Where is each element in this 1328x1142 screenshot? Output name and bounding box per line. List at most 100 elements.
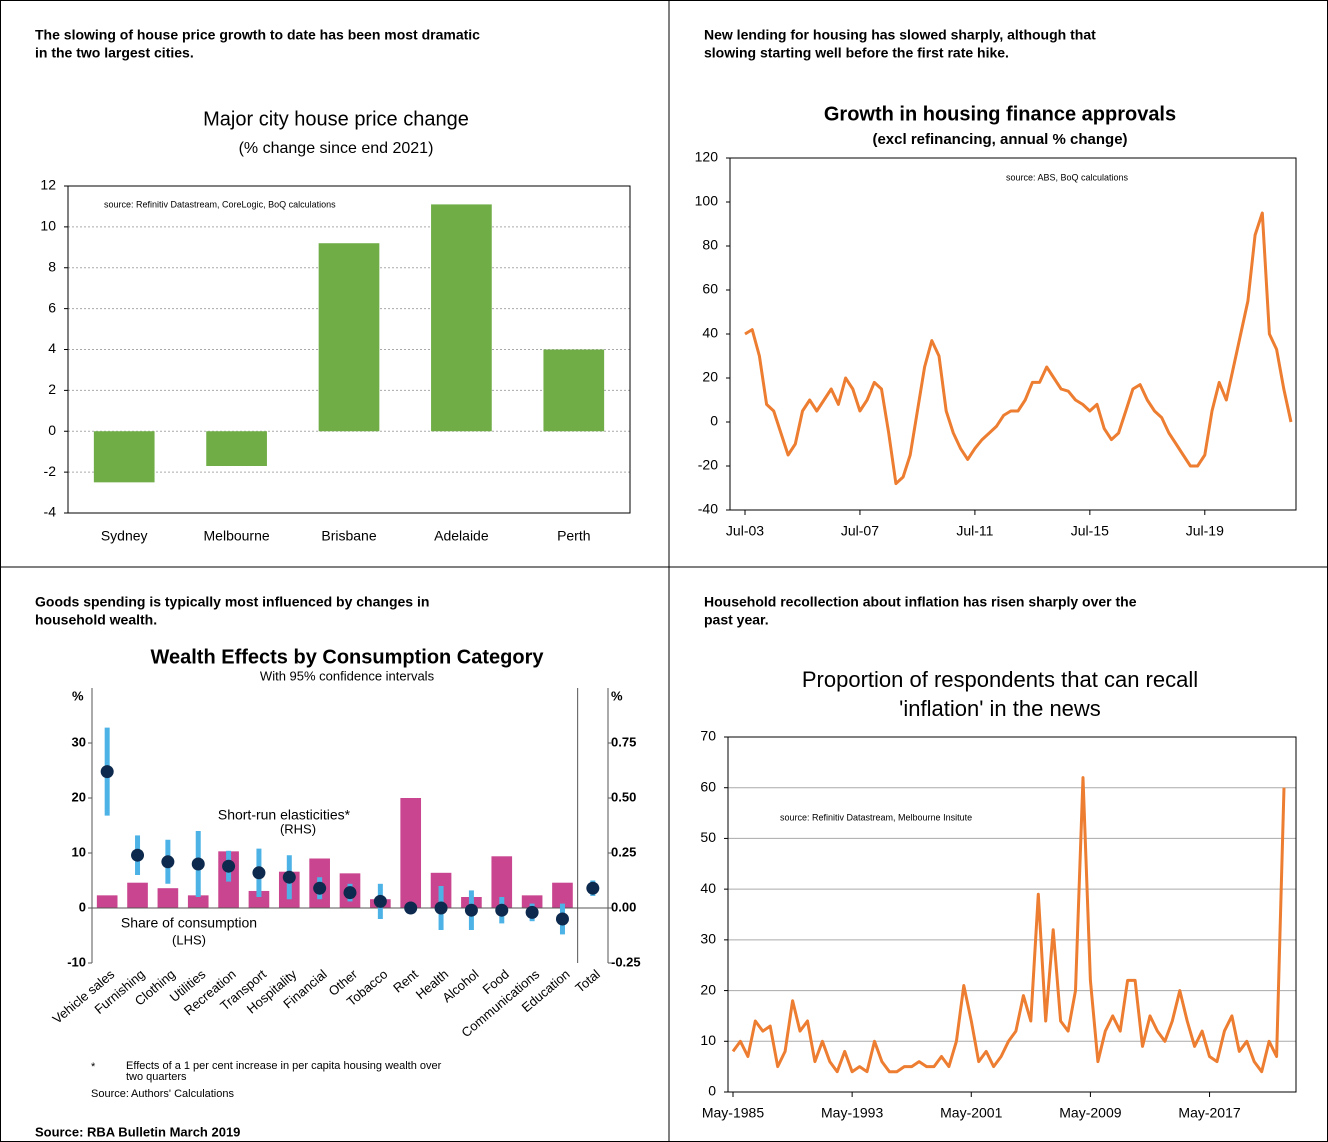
elasticity-dot [434, 901, 448, 915]
source-note: source: ABS, BoQ calculations [1006, 172, 1129, 182]
x-tick-label: Sydney [101, 528, 148, 544]
y-tick-label: 60 [702, 281, 718, 297]
elasticity-dot [343, 886, 357, 900]
y-tick-label: 4 [48, 340, 56, 356]
source-note: source: Refinitiv Datastream, Melbourne … [780, 812, 972, 822]
y-tick-label: 2 [48, 381, 56, 397]
x-tick-label: Perth [557, 528, 590, 544]
elasticity-dot [161, 855, 175, 869]
footnote-source: Authors' Calculations [131, 1088, 234, 1100]
series-axis-note: (LHS) [172, 932, 206, 947]
y-tick-label: 6 [48, 299, 56, 315]
y-tick-label: 10 [72, 844, 86, 859]
elasticity-dot [100, 765, 114, 779]
x-tick-label: May-1985 [702, 1105, 764, 1121]
y-tick-label: 120 [695, 149, 719, 165]
x-tick-label: May-2001 [940, 1105, 1002, 1121]
chart-subtitle: (excl refinancing, annual % change) [872, 131, 1127, 148]
chart-title: Wealth Effects by Consumption Category [150, 646, 544, 668]
x-tick-label: Melbourne [204, 528, 270, 544]
data-line [744, 211, 1293, 486]
y-tick-label: 30 [72, 734, 86, 749]
y-tick-label: 60 [700, 778, 716, 794]
bar [157, 888, 179, 908]
y-tick-label: 40 [700, 880, 716, 896]
elasticity-dot [525, 905, 539, 919]
y-tick-label: -10 [67, 954, 86, 969]
series-axis-note: (RHS) [280, 821, 316, 836]
bar [248, 890, 270, 908]
bar [431, 204, 492, 432]
bar [187, 895, 209, 908]
y-tick-label: 30 [700, 931, 716, 947]
chart-title: 'inflation' in the news [899, 696, 1101, 721]
elasticity-dot [252, 866, 266, 880]
elasticity-dot [464, 903, 478, 917]
plot-frame [729, 157, 1297, 511]
y-tick-label: 8 [48, 258, 56, 274]
caption: slowing starting well before the first r… [704, 45, 1009, 61]
y-tick-label: 40 [702, 325, 718, 341]
footnote-text: Effects of a 1 per cent increase in per … [126, 1060, 442, 1072]
chart-title: Proportion of respondents that can recal… [802, 667, 1198, 692]
elasticity-dot [131, 848, 145, 862]
y-tick-label: -40 [698, 501, 718, 517]
bar [400, 798, 422, 908]
bar [552, 882, 573, 908]
y-tick-label: 0 [48, 422, 56, 438]
plot-frame [67, 185, 631, 514]
panel-source: Source: RBA Bulletin March 2019 [35, 1124, 240, 1139]
chart-subtitle: (% change since end 2021) [239, 140, 434, 157]
series-label: Short-run elasticities* [218, 807, 351, 823]
x-tick-label: Jul-07 [841, 523, 879, 539]
caption: Household recollection about inflation h… [704, 594, 1137, 610]
elasticity-dot [495, 903, 509, 917]
footnote-marker: * [91, 1061, 96, 1073]
y-tick-label: -2 [44, 463, 57, 479]
y-tick-label: 0 [710, 413, 718, 429]
elasticity-dot [586, 881, 600, 895]
x-tick-label: Jul-11 [956, 523, 993, 539]
elasticity-dot [191, 857, 205, 871]
bar [96, 895, 118, 908]
caption: past year. [704, 612, 769, 628]
y2-tick-label: 0.00 [611, 899, 636, 914]
y-tick-label: 80 [702, 237, 718, 253]
bar [318, 243, 380, 432]
elasticity-dot [313, 881, 327, 895]
footnote-source-label: Source: [91, 1088, 129, 1100]
chart-title: Growth in housing finance approvals [824, 103, 1176, 125]
y2-tick-label: 0.50 [611, 789, 636, 804]
caption: The slowing of house price growth to dat… [35, 27, 480, 43]
y2-axis-unit: % [611, 688, 623, 703]
x-tick-label: Adelaide [434, 528, 489, 544]
chart-subtitle: With 95% confidence intervals [260, 668, 435, 683]
caption: in the two largest cities. [35, 45, 194, 61]
caption: New lending for housing has slowed sharp… [704, 27, 1096, 43]
x-tick-label: May-1993 [821, 1105, 883, 1121]
y-tick-label: 12 [40, 177, 56, 193]
elasticity-dot [404, 901, 418, 915]
bar [127, 882, 148, 908]
x-tick-label: May-2017 [1178, 1105, 1240, 1121]
caption: Goods spending is typically most influen… [35, 594, 429, 610]
y-tick-label: 10 [700, 1032, 716, 1048]
y-tick-label: 0 [79, 899, 86, 914]
y-tick-label: 50 [700, 829, 716, 845]
bar [521, 895, 543, 908]
y2-tick-label: -0.25 [611, 954, 641, 969]
elasticity-dot [222, 859, 236, 873]
y-tick-label: 100 [695, 193, 719, 209]
elasticity-dot [555, 912, 569, 926]
x-tick-label: Jul-15 [1071, 523, 1109, 539]
y-tick-label: 20 [700, 981, 716, 997]
x-tick-label: Jul-19 [1186, 523, 1224, 539]
y2-tick-label: 0.25 [611, 844, 636, 859]
elasticity-dot [282, 870, 296, 884]
bar [93, 431, 155, 483]
bar [543, 349, 605, 432]
x-tick-label: Jul-03 [726, 523, 764, 539]
bar [491, 856, 513, 908]
elasticity-dot [373, 894, 387, 908]
